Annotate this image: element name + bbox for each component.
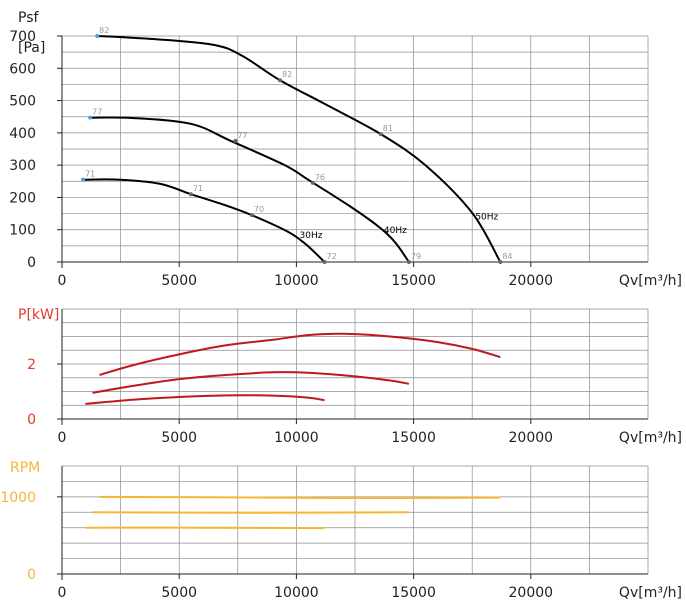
data-point-label: 77 <box>237 131 247 140</box>
power-curve-panel: 0 5000 10000 15000 20000 Qv[m³/h]02P[kW] <box>18 307 682 446</box>
grid <box>62 465 649 574</box>
data-point-label: 82 <box>282 70 292 79</box>
data-point <box>322 260 327 264</box>
series-0 <box>99 495 501 500</box>
y-tick-labels: 0 1000 <box>0 490 62 583</box>
rpm-curve-panel: 0 5000 10000 15000 20000 Qv[m³/h] 0 1000 RPM <box>0 460 682 601</box>
x-axis-title: Qv[m³/h] <box>619 273 682 289</box>
y-tick-label: 0 <box>27 255 36 271</box>
y-tick-labels: 02 <box>27 357 62 428</box>
data-point <box>498 260 503 264</box>
x-tick-label: 20000 <box>509 585 554 601</box>
x-tick-label: 5000 <box>161 273 197 289</box>
x-tick-label: 0 <box>58 430 67 446</box>
y-axis-title: P[kW] <box>18 307 59 323</box>
data-point <box>233 138 238 143</box>
x-tick-label: 15000 <box>391 430 436 446</box>
x-tick-label: 10000 <box>274 585 319 601</box>
x-tick-label: 10000 <box>274 273 319 289</box>
data-point-label: 72 <box>327 252 337 261</box>
x-tick-label: 5000 <box>161 430 197 446</box>
data-point-label: 76 <box>315 173 325 182</box>
y-tick-label: 0 <box>27 412 36 428</box>
data-point <box>378 132 383 137</box>
y-tick-label: 1000 <box>0 490 36 506</box>
data-point <box>81 177 86 182</box>
y-tick-label: 100 <box>9 223 36 239</box>
series-line <box>99 332 501 376</box>
series-line <box>83 178 326 263</box>
y-axis-title: RPM <box>10 460 40 476</box>
data-point <box>88 115 93 120</box>
y-tick-label: 0 <box>27 567 36 583</box>
series-1 <box>92 371 410 394</box>
data-point-label: 71 <box>193 184 203 193</box>
data-point <box>310 180 315 185</box>
x-tick-label: 15000 <box>391 273 436 289</box>
x-axis-title: Qv[m³/h] <box>619 585 682 601</box>
data-point <box>188 192 193 197</box>
data-point-label: 77 <box>92 108 102 117</box>
y-tick-label: 400 <box>9 126 36 142</box>
x-tick-label: 0 <box>58 273 67 289</box>
series-name-label: 30Hz <box>300 231 323 241</box>
series-0: 82 82 81 84 50Hz <box>95 26 513 264</box>
x-tick-label: 0 <box>58 585 67 601</box>
series-1: 77 77 76 79 40Hz <box>88 108 421 264</box>
y-tick-label: 600 <box>9 61 36 77</box>
series-line <box>97 35 502 263</box>
x-axis-title: Qv[m³/h] <box>619 430 682 446</box>
data-point <box>95 34 100 38</box>
series-line <box>92 371 410 394</box>
series-2: 71 71 70 72 30Hz <box>81 170 337 264</box>
data-point-label: 71 <box>85 170 95 179</box>
x-tick-labels: 0 5000 10000 15000 20000 <box>58 419 554 446</box>
x-tick-label: 15000 <box>391 585 436 601</box>
grid <box>62 35 649 262</box>
series-name-label: 40Hz <box>384 226 407 236</box>
y-axis-title: Psf <box>18 10 39 26</box>
data-point <box>277 78 282 83</box>
data-point-label: 70 <box>254 205 264 214</box>
x-tick-labels: 0 5000 10000 15000 20000 <box>58 262 554 289</box>
y-tick-labels: 0 100 200 300 400 500 600 700 <box>9 29 62 271</box>
series-line <box>90 116 410 263</box>
series-name-label: 50Hz <box>475 213 498 223</box>
x-tick-label: 20000 <box>509 273 554 289</box>
data-point-label: 82 <box>99 26 109 35</box>
data-point-label: 84 <box>502 252 512 261</box>
series-2 <box>85 394 325 405</box>
data-point-label: 81 <box>383 124 393 133</box>
y-tick-label: 700 <box>9 29 36 45</box>
x-tick-label: 10000 <box>274 430 319 446</box>
data-point <box>249 213 254 218</box>
pressure-curve-panel: 0 5000 10000 15000 20000 Qv[m³/h] 0 100 200 300 40… <box>9 10 682 289</box>
x-tick-label: 5000 <box>161 585 197 601</box>
grid <box>62 308 649 419</box>
x-tick-label: 20000 <box>509 430 554 446</box>
y-tick-label: 200 <box>9 190 36 206</box>
data-point <box>406 260 411 264</box>
y-tick-label: 300 <box>9 158 36 174</box>
series-0 <box>99 332 501 376</box>
y-tick-label: 500 <box>9 94 36 110</box>
y-axis-unit: [Pa] <box>18 40 45 56</box>
y-tick-label: 2 <box>27 357 36 373</box>
data-point-label: 79 <box>411 252 421 261</box>
series-line <box>85 394 325 405</box>
x-tick-labels: 0 5000 10000 15000 20000 <box>58 574 554 601</box>
series-line <box>99 495 501 500</box>
